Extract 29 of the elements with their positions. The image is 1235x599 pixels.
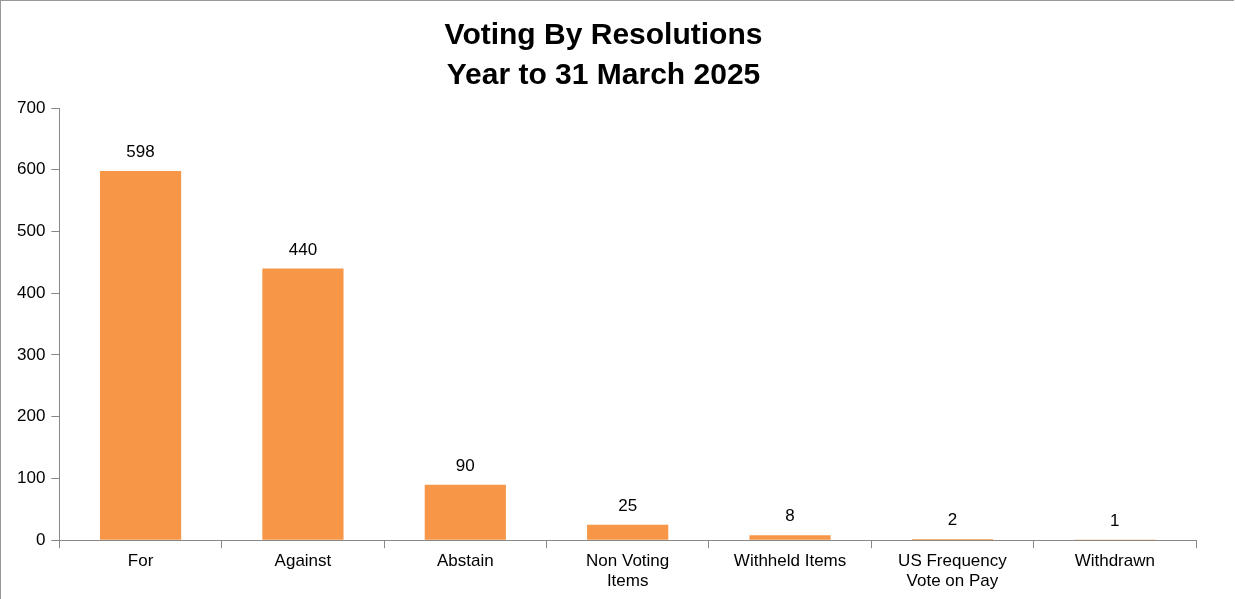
x-tick-label: Against [274, 551, 332, 571]
bar [262, 268, 344, 540]
x-tick-label: Withdrawn [1074, 551, 1155, 571]
y-tick-label: 400 [16, 282, 46, 302]
y-tick-label: 300 [16, 344, 46, 364]
y-tick-label: 200 [16, 406, 46, 426]
bar [749, 535, 831, 540]
chart-title: Voting By Resolutions [444, 16, 763, 50]
y-tick-label: 100 [16, 468, 46, 488]
data-label: 90 [455, 455, 475, 475]
y-tick-label: 600 [16, 159, 46, 179]
bar [99, 170, 182, 540]
data-label: 440 [288, 239, 318, 259]
x-tick-label: Abstain [436, 551, 494, 571]
x-tick-label: US Frequency Vote on Pay [898, 551, 1008, 591]
x-tick-label: Withheld Items [733, 551, 847, 571]
x-tick-label: For [127, 551, 154, 571]
data-label: 2 [947, 510, 958, 530]
x-tick-label: Non Voting Items [586, 551, 670, 591]
y-tick-label: 0 [35, 529, 46, 549]
y-tick-label: 500 [16, 221, 46, 241]
data-label: 598 [126, 142, 155, 162]
data-label: 25 [618, 495, 638, 515]
data-label: 1 [1110, 510, 1120, 530]
bar [587, 524, 669, 540]
y-tick-label: 700 [16, 97, 46, 117]
data-label: 8 [785, 506, 795, 526]
chart-subtitle: Year to 31 March 2025 [446, 57, 761, 91]
bar [424, 484, 506, 540]
